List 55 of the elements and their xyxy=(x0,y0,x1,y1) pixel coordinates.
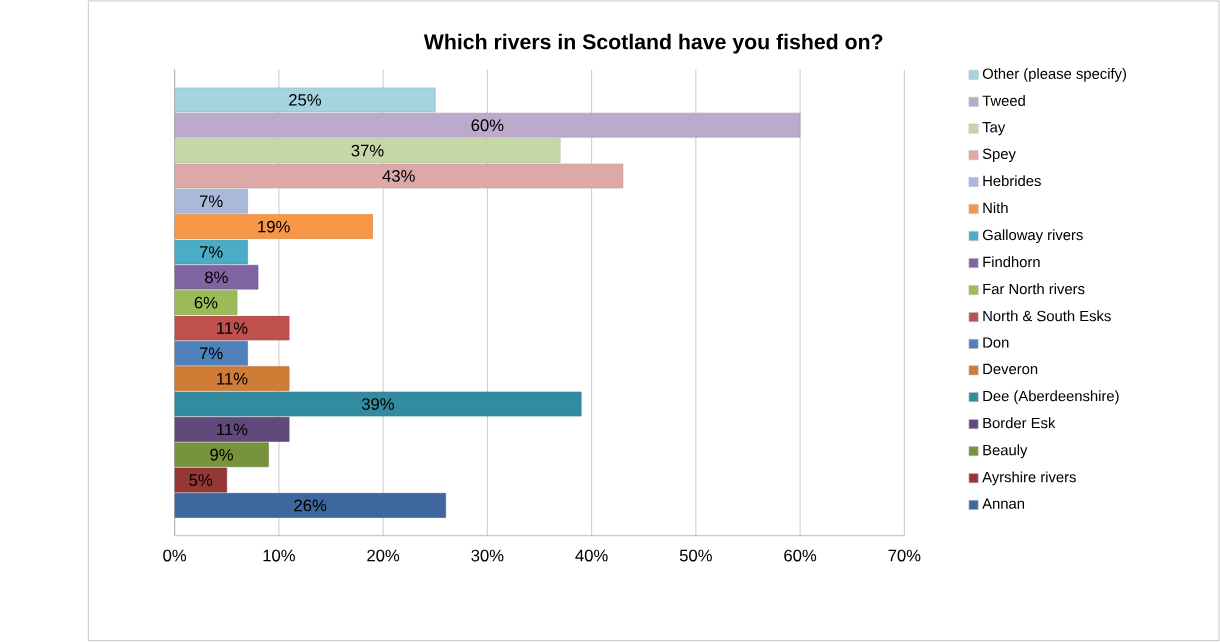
bar xyxy=(174,87,436,113)
legend-label: Beauly xyxy=(983,444,1028,459)
data-label: 26% xyxy=(294,499,327,512)
legend-label: Dee (Aberdeenshire) xyxy=(983,390,1119,405)
x-tick-label: 0% xyxy=(163,549,187,562)
data-label: 9% xyxy=(210,449,233,461)
x-tick-label: 20% xyxy=(367,549,400,562)
x-tick-label: 50% xyxy=(679,549,712,562)
legend-label: Annan xyxy=(982,498,1025,510)
data-label: 7% xyxy=(199,195,223,208)
legend-label: North & South Esks xyxy=(983,310,1111,322)
data-label: 7% xyxy=(199,347,223,360)
bar xyxy=(174,239,248,265)
legend-label: Tay xyxy=(982,122,1006,136)
legend-label: Galloway rivers xyxy=(982,229,1083,244)
bar xyxy=(174,138,561,164)
x-tick-label: 60% xyxy=(784,549,817,562)
data-label: 8% xyxy=(205,271,228,284)
legend-label: Deveron xyxy=(983,364,1038,375)
legend-label: Spey xyxy=(982,148,1016,163)
chart-title: Which rivers in Scotland have you fished on? xyxy=(423,33,883,54)
data-label: 39% xyxy=(361,398,394,411)
x-tick-label: 40% xyxy=(575,549,608,562)
bar xyxy=(174,341,248,366)
legend-label: Border Esk xyxy=(983,417,1056,429)
legend-label: Hebrides xyxy=(983,175,1041,187)
data-label: 7% xyxy=(199,246,223,259)
bar xyxy=(174,417,290,442)
bar xyxy=(174,315,290,341)
x-tick-label: 30% xyxy=(471,549,504,562)
data-label: 5% xyxy=(189,474,213,487)
bar xyxy=(174,493,446,518)
bar xyxy=(174,366,290,392)
x-tick-label: 10% xyxy=(263,549,295,562)
data-label: 43% xyxy=(382,170,415,183)
data-label: 19% xyxy=(258,220,290,233)
legend-label: Ayrshire rivers xyxy=(982,471,1076,486)
data-label: 11% xyxy=(217,373,248,385)
data-label: 11% xyxy=(217,423,248,436)
data-label: 6% xyxy=(194,296,218,309)
legend-label: Other (please specify) xyxy=(982,68,1126,83)
data-label: 11% xyxy=(217,322,248,335)
bar xyxy=(174,214,373,240)
legend-label: Far North rivers xyxy=(983,283,1085,295)
legend-label: Nith xyxy=(983,202,1008,214)
bar xyxy=(174,163,624,189)
legend-label: Don xyxy=(983,337,1009,348)
legend-label: Tweed xyxy=(982,95,1025,107)
x-tick-label: 70% xyxy=(888,549,921,562)
bar xyxy=(174,290,238,316)
bar xyxy=(174,442,269,468)
data-label: 25% xyxy=(289,94,322,107)
data-label: 60% xyxy=(471,119,504,132)
data-label: 37% xyxy=(351,144,384,157)
legend-label: Findhorn xyxy=(983,256,1040,268)
